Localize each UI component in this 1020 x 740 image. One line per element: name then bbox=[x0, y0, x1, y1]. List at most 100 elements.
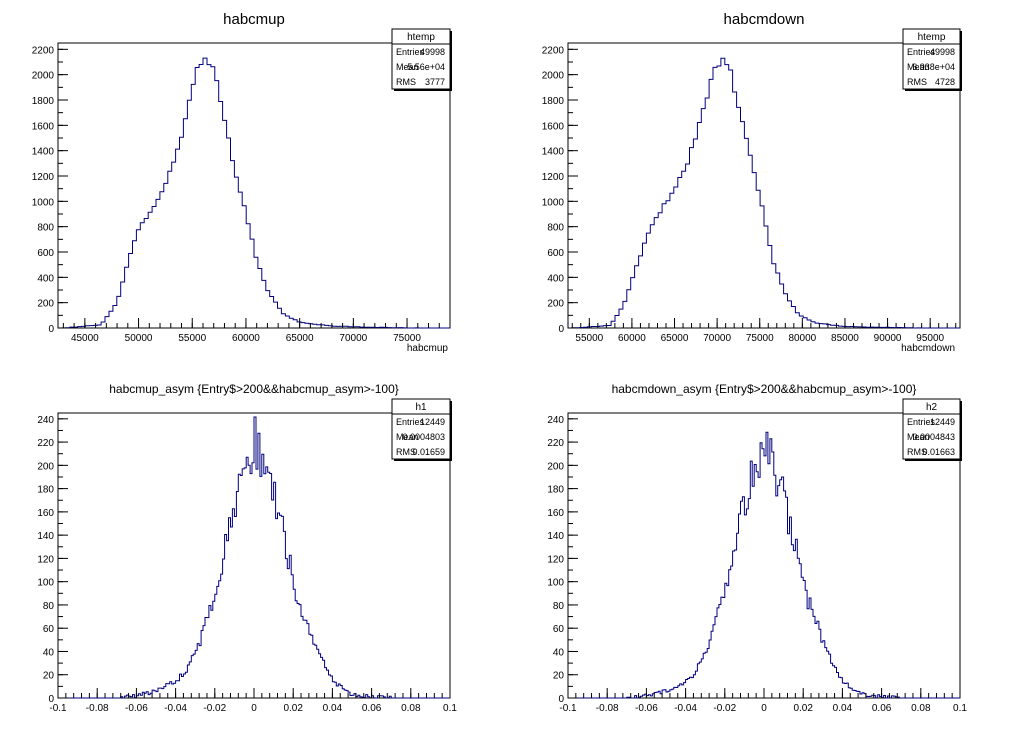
stats-box-frame bbox=[902, 28, 961, 90]
x-tick-label: 0.1 bbox=[443, 703, 457, 714]
y-tick-label: 1200 bbox=[32, 172, 55, 183]
plot-frame bbox=[567, 42, 961, 329]
stats-value: 12449 bbox=[420, 417, 445, 427]
stats-label: Mean bbox=[396, 62, 419, 72]
x-tick-label: 75000 bbox=[746, 333, 774, 344]
y-tick-label: 80 bbox=[553, 601, 565, 612]
x-tick-label: 75000 bbox=[393, 333, 421, 344]
y-tick-label: 140 bbox=[37, 531, 54, 542]
y-tick-label: 100 bbox=[37, 578, 54, 589]
y-tick-label: 160 bbox=[547, 508, 564, 519]
chart-title: habcmdown bbox=[724, 11, 805, 28]
x-tick-label: 0.02 bbox=[283, 703, 303, 714]
x-axis: 55000 60000 65000 70000 75000 80000 85000 90000… bbox=[571, 318, 957, 344]
x-tick-label: -0.08 bbox=[86, 703, 109, 714]
stats-label: Entries bbox=[396, 417, 425, 427]
histogram-pad-3: habcmup_asym {Entry$>200&&habcmup_asym>-… bbox=[37, 382, 457, 714]
y-tick-label: 200 bbox=[37, 461, 54, 472]
y-tick-label: 600 bbox=[547, 248, 564, 259]
x-tick-label: 95000 bbox=[916, 333, 944, 344]
y-tick-label: 400 bbox=[547, 273, 564, 284]
stats-value: 5.56e+04 bbox=[407, 62, 445, 72]
y-tick-label: 600 bbox=[37, 248, 54, 259]
y-tick-label: 400 bbox=[37, 273, 54, 284]
histogram-pad-2: habcmdown 0 200 400 600 800 1000 1200 1400 1600 18… bbox=[542, 11, 962, 354]
histogram-line bbox=[568, 431, 960, 699]
chart-title: habcmdown_asym {Entry$>200&&habcmup_asym… bbox=[612, 382, 917, 396]
stats-box-title: htemp bbox=[407, 32, 435, 43]
x-tick-label: 55000 bbox=[178, 333, 206, 344]
y-tick-label: 2200 bbox=[542, 45, 565, 56]
x-tick-label: 65000 bbox=[661, 333, 689, 344]
y-tick-label: 800 bbox=[37, 223, 54, 234]
y-tick-label: 0 bbox=[48, 694, 54, 705]
stats-box-title: h1 bbox=[415, 402, 427, 413]
x-tick-label: -0.06 bbox=[635, 703, 658, 714]
y-tick-label: 0 bbox=[558, 324, 564, 335]
stats-label: RMS bbox=[907, 447, 927, 457]
y-axis: 0 20 40 60 80 100 120 140 160 180 200 220 240 bbox=[547, 415, 578, 705]
stats-value: 49998 bbox=[930, 47, 955, 57]
y-tick-label: 40 bbox=[553, 647, 565, 658]
y-tick-label: 0 bbox=[558, 694, 564, 705]
stats-box-shadow bbox=[960, 401, 962, 461]
y-tick-label: 200 bbox=[547, 299, 564, 310]
y-tick-label: 1800 bbox=[542, 96, 565, 107]
histogram-pad-1: habcmup 0 200 400 600 800 1000 1200 1400 1600 1800… bbox=[32, 11, 452, 354]
x-axis: 45000 50000 55000 60000 65000 70000 75000 bbox=[62, 318, 451, 344]
x-tick-label: -0.04 bbox=[674, 703, 697, 714]
stats-box-shadow bbox=[450, 401, 452, 461]
x-axis-label: habcmup bbox=[407, 343, 449, 354]
stats-box-shadow bbox=[394, 89, 452, 91]
y-tick-label: 120 bbox=[547, 554, 564, 565]
y-axis: 0 200 400 600 800 1000 1200 1400 1600 1800 2000 220… bbox=[32, 45, 68, 335]
stats-value: 0.0004803 bbox=[402, 432, 445, 442]
stats-value: 3777 bbox=[425, 77, 445, 87]
x-tick-label: 45000 bbox=[71, 333, 99, 344]
chart-title: habcmup_asym {Entry$>200&&habcmup_asym>-… bbox=[109, 382, 399, 396]
y-tick-label: 0 bbox=[48, 324, 54, 335]
x-tick-label: 0.08 bbox=[401, 703, 421, 714]
y-tick-label: 60 bbox=[553, 624, 565, 635]
chart-title: habcmup bbox=[223, 11, 285, 28]
y-tick-label: 140 bbox=[547, 531, 564, 542]
stats-label: Mean bbox=[396, 432, 419, 442]
y-tick-label: 1800 bbox=[32, 96, 55, 107]
y-tick-label: 180 bbox=[547, 485, 564, 496]
stats-value: 4728 bbox=[935, 77, 955, 87]
y-tick-label: 220 bbox=[547, 438, 564, 449]
y-tick-label: 200 bbox=[37, 299, 54, 310]
stats-label: Entries bbox=[907, 417, 936, 427]
stats-label: RMS bbox=[907, 77, 927, 87]
x-tick-label: -0.08 bbox=[596, 703, 619, 714]
x-tick-label: 60000 bbox=[232, 333, 260, 344]
y-tick-label: 2000 bbox=[542, 71, 565, 82]
y-tick-label: 1200 bbox=[542, 172, 565, 183]
x-tick-label: 70000 bbox=[339, 333, 367, 344]
x-tick-label: 0.04 bbox=[323, 703, 343, 714]
y-tick-label: 1400 bbox=[32, 147, 55, 158]
y-tick-label: 200 bbox=[547, 461, 564, 472]
y-tick-label: 1000 bbox=[542, 197, 565, 208]
y-tick-label: 160 bbox=[37, 508, 54, 519]
stats-box-frame bbox=[902, 398, 961, 460]
stats-label: Entries bbox=[396, 47, 425, 57]
x-tick-label: 90000 bbox=[874, 333, 902, 344]
x-axis: -0.1 -0.08 -0.06 -0.04 -0.02 0 0.02 0.04 0.06 0.0… bbox=[49, 688, 457, 714]
y-tick-label: 240 bbox=[37, 415, 54, 426]
y-tick-label: 1400 bbox=[542, 147, 565, 158]
x-tick-label: 60000 bbox=[618, 333, 646, 344]
stats-label: RMS bbox=[396, 447, 416, 457]
x-tick-label: -0.02 bbox=[203, 703, 226, 714]
x-tick-label: 0.02 bbox=[793, 703, 813, 714]
y-tick-label: 220 bbox=[37, 438, 54, 449]
x-tick-label: 0 bbox=[761, 703, 767, 714]
x-tick-label: 0.04 bbox=[833, 703, 853, 714]
y-tick-label: 180 bbox=[37, 485, 54, 496]
stats-box-shadow bbox=[905, 459, 962, 461]
histogram-line bbox=[58, 57, 450, 329]
x-tick-label: -0.04 bbox=[164, 703, 187, 714]
stats-value: 0.01659 bbox=[412, 447, 445, 457]
